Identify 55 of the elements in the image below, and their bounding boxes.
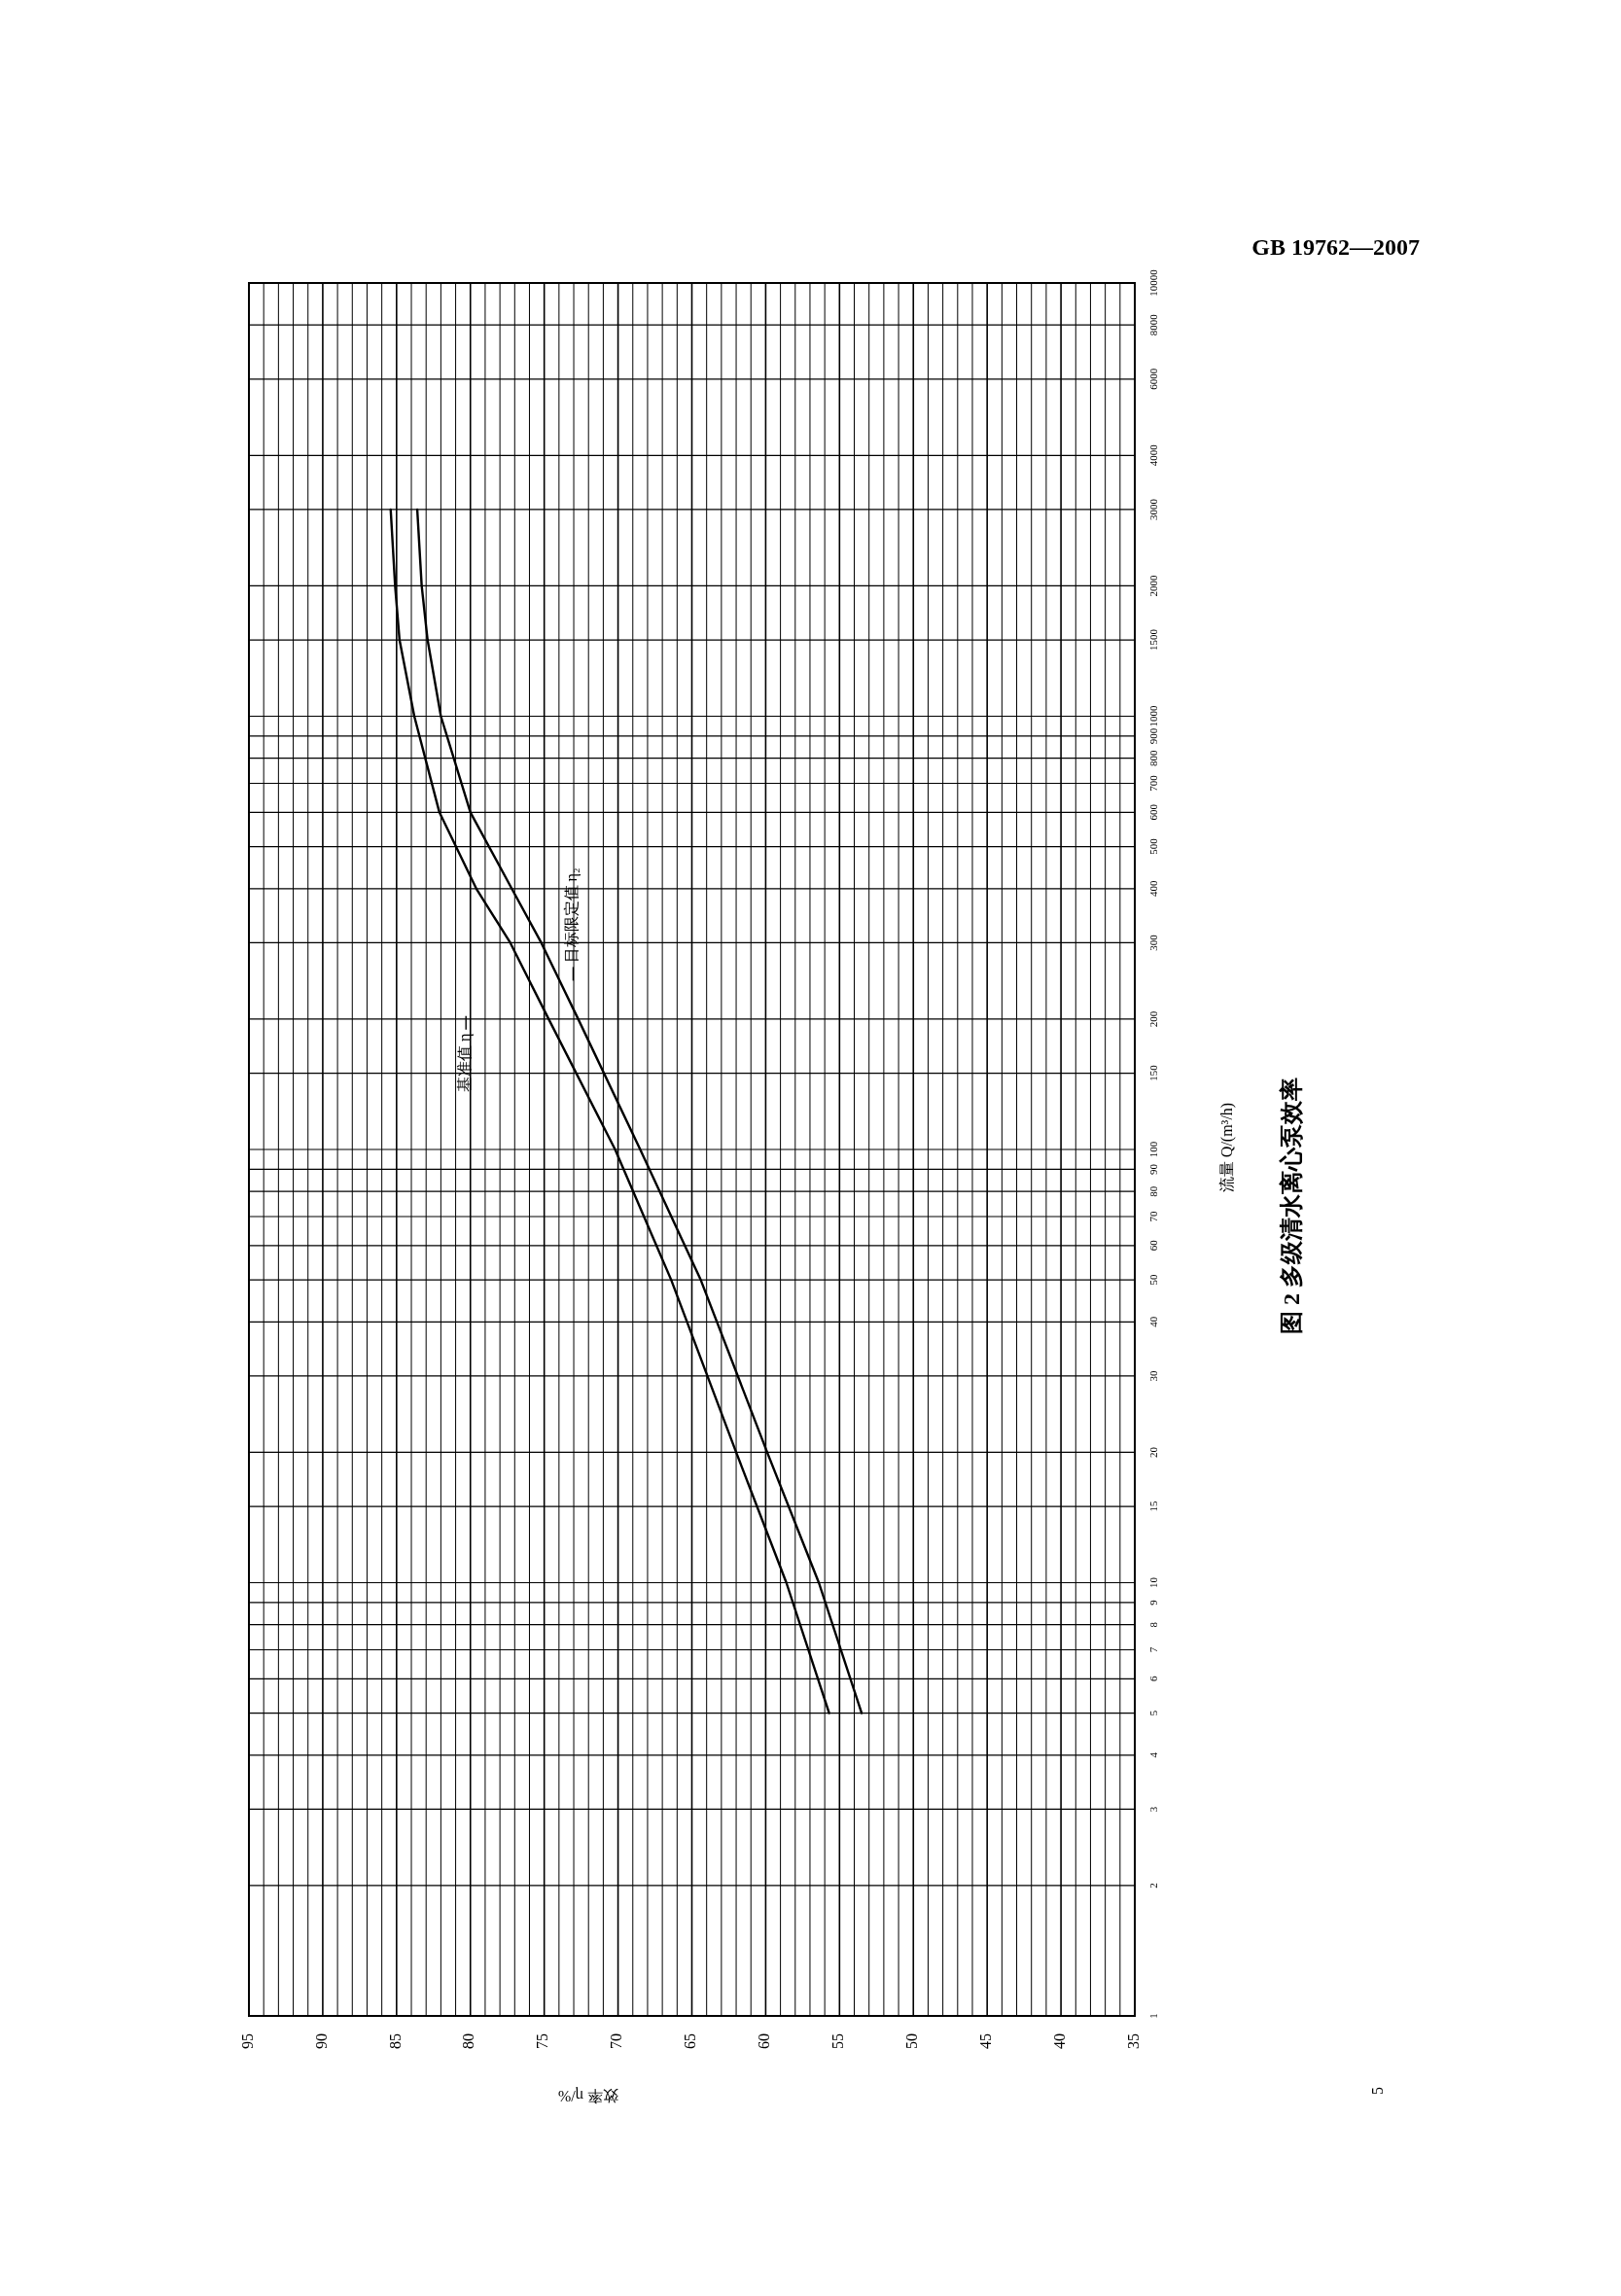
y-tick-label: 400 <box>1146 880 1159 898</box>
x-tick-label: 50 <box>902 2033 920 2049</box>
y-tick-label: 20 <box>1146 1446 1159 1458</box>
text: 图 2 多级清水离心泵效率 <box>1278 1077 1304 1334</box>
y-tick-label: 10000 <box>1146 268 1159 297</box>
y-tick-label: 15 <box>1146 1501 1159 1512</box>
y-tick-label: 2000 <box>1146 574 1159 597</box>
y-tick-label: 1 <box>1146 2013 1159 2019</box>
y-tick-label: 60 <box>1146 1239 1159 1252</box>
y-tick-label: 7 <box>1146 1646 1159 1653</box>
y-tick-label: 4 <box>1146 1751 1159 1758</box>
y-tick-label: 3 <box>1146 1806 1159 1813</box>
y-tick-label: 8000 <box>1146 313 1159 336</box>
x-tick-label: 65 <box>682 2033 699 2049</box>
x-tick-label: 90 <box>312 2033 330 2049</box>
y-tick-label: 3000 <box>1146 498 1159 520</box>
y-tick-label: 800 <box>1146 749 1159 766</box>
x-tick-label: 55 <box>829 2033 847 2049</box>
y-tick-label: 200 <box>1146 1010 1159 1028</box>
y-tick-label: 90 <box>1146 1163 1159 1175</box>
y-tick-label: 6000 <box>1146 368 1159 390</box>
y-axis-title: 流量 Q/(m³/h) <box>1217 1102 1236 1193</box>
y-tick-label: 600 <box>1146 803 1159 821</box>
y-tick-label: 70 <box>1146 1211 1159 1222</box>
text: GB 19762—2007 <box>1251 233 1420 260</box>
y-tick-label: 700 <box>1146 774 1159 792</box>
x-tick-label: 95 <box>238 2033 256 2049</box>
x-tick-label: 40 <box>1050 2033 1068 2049</box>
x-tick-label: 45 <box>976 2033 994 2049</box>
x-tick-label: 35 <box>1124 2033 1142 2049</box>
y-tick-label: 40 <box>1146 1316 1159 1327</box>
y-tick-label: 6 <box>1146 1676 1159 1682</box>
x-tick-label: 70 <box>608 2033 625 2049</box>
y-tick-label: 100 <box>1146 1141 1159 1158</box>
x-tick-label: 85 <box>386 2033 404 2049</box>
y-tick-label: 10 <box>1146 1576 1159 1588</box>
y-tick-label: 80 <box>1146 1185 1159 1197</box>
y-tick-label: 9 <box>1146 1599 1159 1606</box>
y-tick-label: 4000 <box>1146 443 1159 467</box>
text: 5 <box>1368 2087 1386 2095</box>
x-tick-label: 80 <box>460 2033 477 2049</box>
x-tick-label: 75 <box>534 2033 551 2049</box>
y-tick-label: 5 <box>1146 1710 1159 1716</box>
y-tick-label: 2 <box>1146 1883 1159 1889</box>
x-tick-label: 60 <box>756 2033 773 2049</box>
y-tick-label: 8 <box>1146 1621 1159 1628</box>
y-tick-label: 150 <box>1146 1064 1159 1081</box>
y-tick-label: 900 <box>1146 727 1159 745</box>
x-axis-title: 效率 η/% <box>557 2087 619 2105</box>
y-tick-label: 50 <box>1146 1274 1159 1286</box>
y-tick-label: 500 <box>1146 837 1159 855</box>
y-tick-label: 300 <box>1146 934 1159 951</box>
y-tick-label: 30 <box>1146 1369 1159 1382</box>
y-tick-label: 1500 <box>1146 628 1159 652</box>
y-tick-label: 1000 <box>1146 705 1159 727</box>
